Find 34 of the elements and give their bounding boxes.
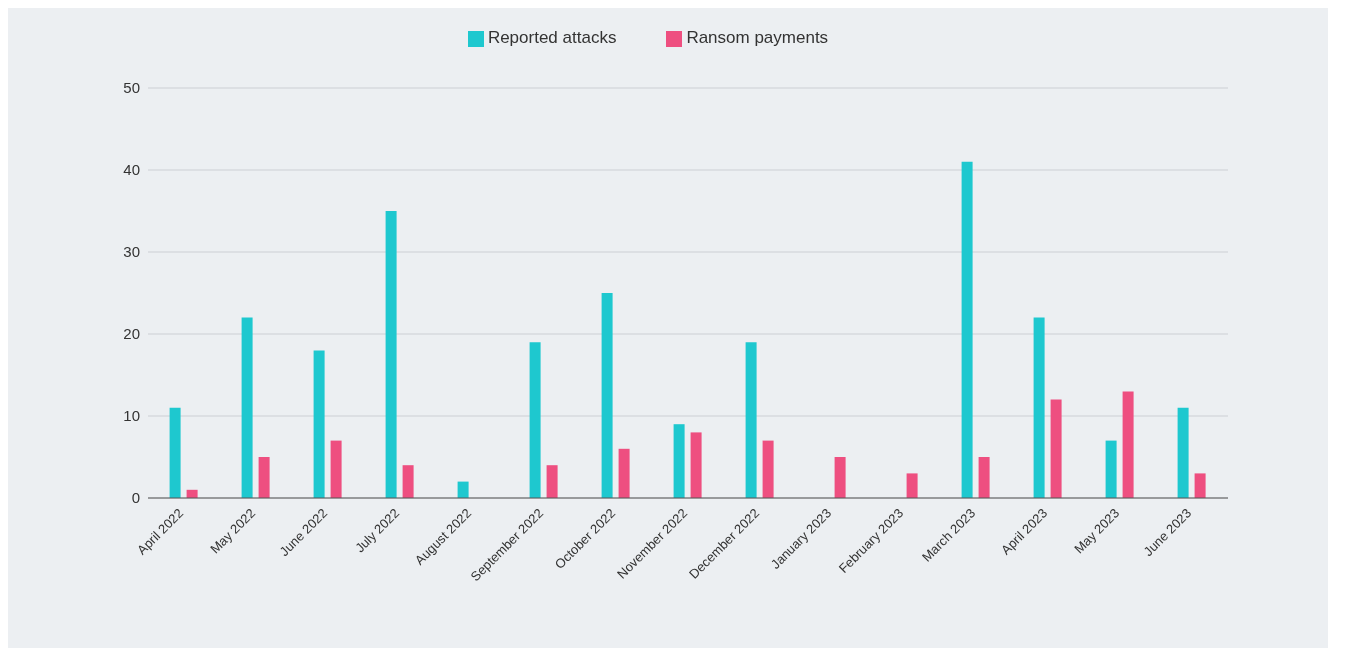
- bar: [618, 448, 630, 498]
- bar: [906, 473, 918, 498]
- bar: [690, 432, 702, 498]
- bar: [745, 342, 757, 498]
- y-tick-label: 50: [123, 79, 140, 97]
- bar: [1177, 407, 1189, 498]
- bar: [1122, 391, 1134, 498]
- bar: [978, 457, 990, 498]
- bar: [546, 465, 558, 498]
- bar: [673, 424, 685, 498]
- y-tick-label: 10: [123, 407, 140, 425]
- bar: [1105, 440, 1117, 498]
- legend-label: Ransom payments: [686, 28, 829, 47]
- y-tick-label: 20: [123, 325, 140, 343]
- bar: [762, 440, 774, 498]
- bar: [457, 481, 469, 498]
- bar: [1194, 473, 1206, 498]
- y-tick-label: 40: [123, 161, 140, 179]
- bar: [601, 293, 613, 498]
- legend-label: Reported attacks: [487, 28, 617, 47]
- bar: [241, 317, 253, 498]
- bar: [402, 465, 414, 498]
- y-tick-label: 30: [123, 243, 140, 261]
- bar: [169, 407, 181, 498]
- bar: [313, 350, 325, 498]
- bar: [529, 342, 541, 498]
- bar: [1050, 399, 1062, 498]
- bar: [330, 440, 342, 498]
- bar: [258, 457, 270, 498]
- bar: [834, 457, 846, 498]
- bar: [1033, 317, 1045, 498]
- y-tick-label: 0: [131, 489, 140, 507]
- bar: [961, 161, 973, 498]
- bar: [385, 211, 397, 498]
